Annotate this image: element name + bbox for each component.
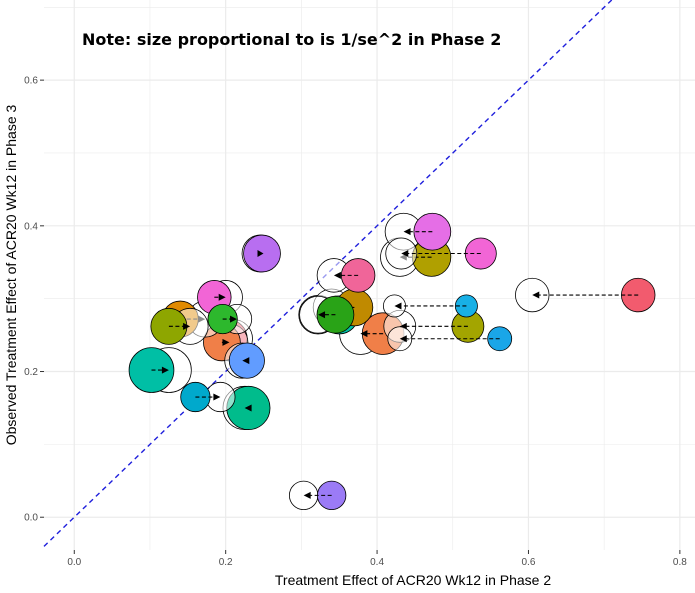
shrinkage-arrow-head xyxy=(242,357,250,365)
y-tick-label: 0.4 xyxy=(24,221,38,232)
x-axis-title: Treatment Effect of ACR20 Wk12 in Phase … xyxy=(275,572,551,588)
shrinkage-arrow-head xyxy=(222,338,230,346)
grid-lines xyxy=(44,0,695,550)
shrinkage-arrow-head xyxy=(218,293,226,301)
shrinkage-arrow-head xyxy=(230,315,238,323)
x-tick-label: 0.4 xyxy=(370,557,384,568)
point-pair xyxy=(515,277,656,313)
shrunk-estimate-circle xyxy=(288,480,319,511)
shrinkage-arrow-head xyxy=(183,322,191,330)
y-axis-ticks: 0.0 0.2 0.4 0.6 xyxy=(24,76,44,524)
y-axis-title: Observed Treatment Effect of ACR20 Wk12 … xyxy=(3,105,19,446)
point-pair xyxy=(128,347,192,393)
shrinkage-arrow-head xyxy=(161,366,169,374)
point-pair xyxy=(180,381,236,413)
x-tick-label: 0.8 xyxy=(673,557,687,568)
shrinkage-arrow-head xyxy=(257,250,264,258)
shrinkage-arrow-head xyxy=(303,491,311,499)
point-pair xyxy=(207,303,253,335)
shrinkage-arrow-head xyxy=(244,404,252,412)
point-pair xyxy=(222,385,271,430)
point-pair xyxy=(316,258,376,293)
shrinkage-arrow-head xyxy=(403,228,411,236)
x-axis-ticks: 0.0 0.2 0.4 0.6 0.8 xyxy=(67,550,687,568)
y-tick-label: 0.0 xyxy=(24,513,38,524)
x-tick-label: 0.0 xyxy=(67,557,81,568)
shrinkage-arrow-head xyxy=(213,393,221,401)
shrinkage-arrow-head xyxy=(532,291,540,299)
point-pair xyxy=(387,326,513,352)
point-pair xyxy=(241,234,281,273)
shrinkage-arrow-head xyxy=(318,311,326,319)
point-pair xyxy=(383,294,478,318)
phase2-estimate-circle xyxy=(340,258,376,293)
point-pair xyxy=(150,307,209,345)
shrinkage-arrow-head xyxy=(399,335,407,343)
phase2-estimate-circle xyxy=(413,212,452,251)
shrinkage-arrow-head xyxy=(394,302,402,310)
point-pair xyxy=(299,295,355,334)
shrinkage-arrow-head xyxy=(401,250,409,258)
x-tick-label: 0.2 xyxy=(219,557,233,568)
point-pair xyxy=(385,237,497,270)
phase2-estimate-circle xyxy=(150,307,188,345)
x-tick-label: 0.6 xyxy=(522,557,536,568)
point-pair xyxy=(224,342,265,379)
y-tick-label: 0.6 xyxy=(24,76,38,87)
chart-annotation: Note: size proportional to is 1/se^2 in … xyxy=(82,30,501,49)
point-pair xyxy=(288,480,347,511)
shrinkage-arrow-head xyxy=(360,330,368,338)
shrinkage-arrow-head xyxy=(333,271,341,279)
y-tick-label: 0.2 xyxy=(24,367,38,378)
data-points xyxy=(128,212,656,511)
